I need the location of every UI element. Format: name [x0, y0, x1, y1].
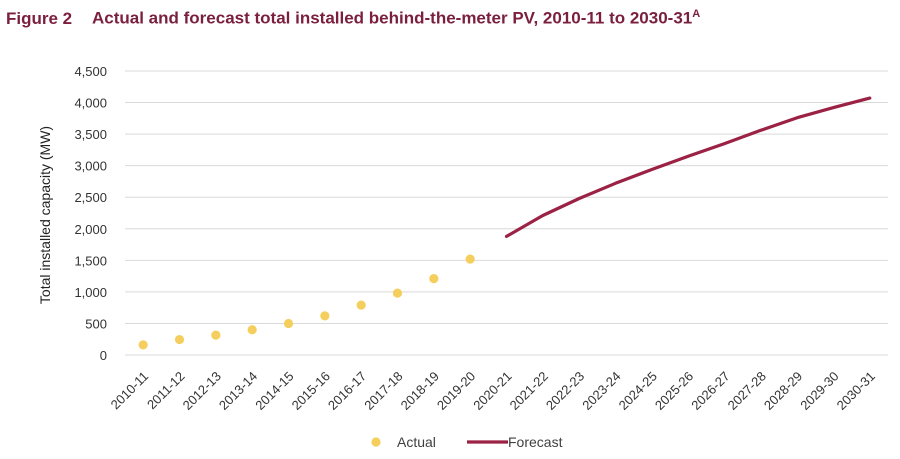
figure-title-footnote-marker: A [692, 8, 701, 20]
actual-point [392, 288, 403, 298]
x-tick-label: 2015-16 [289, 369, 333, 413]
actual-point [465, 254, 475, 264]
y-axis-ticks: 0 500 1,000 1,500 2,000 2,500 3,000 3,500 4,000 4… [74, 64, 107, 363]
actual-point [429, 274, 439, 284]
forecast-line [504, 96, 872, 238]
x-tick-label: 2022-23 [543, 369, 587, 413]
y-tick-label: 1,000 [74, 285, 107, 300]
y-tick-label: 2,500 [74, 190, 107, 205]
y-tick-label: 1,500 [74, 253, 107, 268]
figure-title-text: Actual and forecast total installed behi… [92, 8, 693, 28]
x-tick-label: 2030-31 [834, 369, 878, 413]
x-tick-label: 2029-30 [797, 369, 841, 413]
x-tick-label: 2014-15 [252, 369, 296, 413]
x-tick-label: 2016-17 [325, 369, 369, 413]
x-tick-label: 2025-26 [652, 369, 696, 413]
actual-point [211, 330, 221, 340]
y-tick-label: 4,500 [74, 64, 107, 79]
actual-point [247, 325, 257, 335]
y-tick-label: 3,000 [74, 159, 107, 174]
y-tick-label: 2,000 [74, 222, 107, 237]
x-tick-label: 2017-18 [361, 369, 405, 413]
actual-series [138, 254, 475, 350]
forecast-series [504, 96, 872, 238]
figure-label: Figure 2 [6, 8, 73, 28]
x-tick-label: 2028-29 [761, 369, 805, 413]
actual-point [283, 318, 294, 329]
legend-actual-marker [371, 437, 381, 447]
figure-title: Actual and forecast total installed behi… [92, 8, 700, 29]
y-tick-label: 4,000 [74, 96, 107, 111]
legend-actual-label: Actual [397, 434, 436, 450]
x-tick-label: 2013-14 [216, 369, 260, 413]
actual-point [356, 300, 366, 310]
actual-point [174, 334, 185, 345]
y-tick-label: 500 [85, 316, 107, 331]
x-tick-label: 2019-20 [434, 369, 478, 413]
x-tick-label: 2023-24 [579, 369, 623, 413]
grid-lines [125, 70, 888, 356]
actual-point [138, 340, 148, 350]
x-tick-label: 2020-21 [470, 369, 514, 413]
y-tick-label: 0 [100, 348, 107, 363]
y-axis-label: Total installed capacity (MW) [37, 126, 53, 304]
legend: Actual Forecast [371, 434, 563, 450]
x-tick-label: 2018-19 [398, 369, 442, 413]
x-tick-label: 2024-25 [616, 369, 660, 413]
x-tick-label: 2012-13 [180, 369, 224, 413]
figure-header: Figure 2 Actual and forecast total insta… [6, 8, 700, 34]
x-tick-label: 2010-11 [108, 369, 152, 413]
y-tick-label: 3,500 [74, 127, 107, 142]
x-tick-label: 2027-28 [725, 369, 769, 413]
x-tick-label: 2021-22 [507, 369, 551, 413]
actual-point [320, 311, 330, 321]
x-axis-ticks: 2010-112011-122012-132013-142014-152015-… [108, 369, 878, 413]
x-tick-label: 2011-12 [144, 369, 188, 413]
legend-forecast-label: Forecast [508, 434, 563, 450]
x-tick-label: 2026-27 [688, 369, 732, 413]
